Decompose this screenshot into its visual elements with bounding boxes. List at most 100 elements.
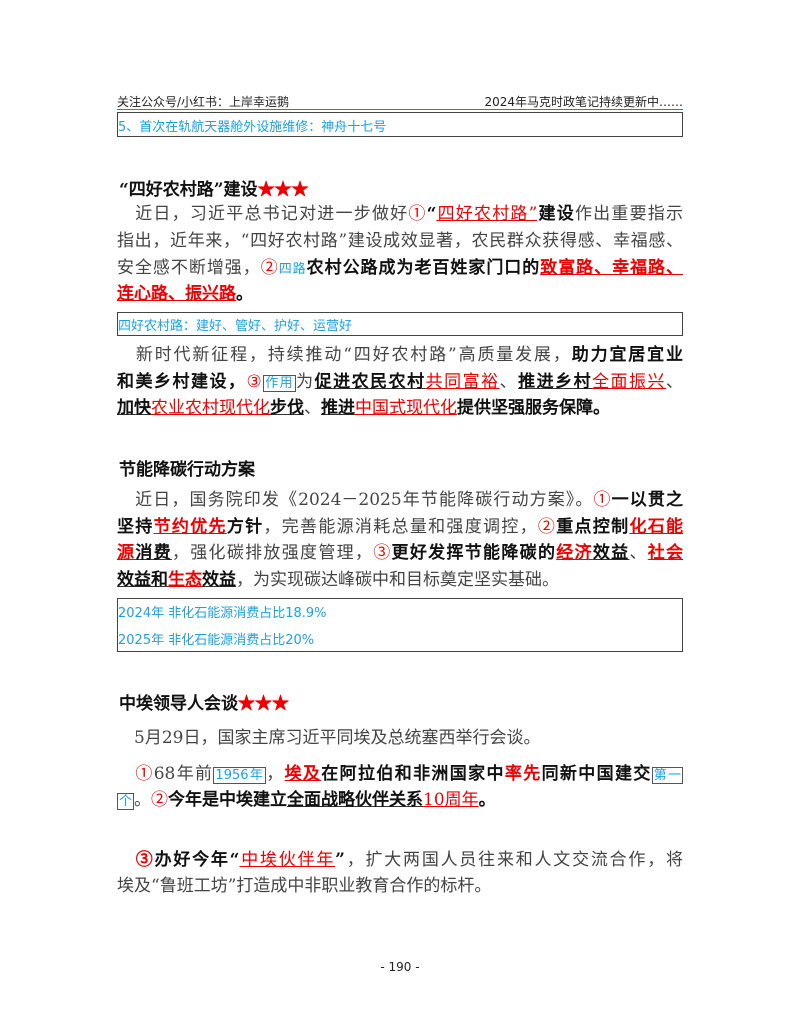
note-text: 四好农村路：建好、管好、护好、运营好	[118, 319, 353, 334]
paragraph-line: 效益和生态效益，为实现碳达峰碳中和目标奠定坚实基础。	[117, 569, 683, 591]
paragraph-line: 个。②今年是中埃建立全面战略伙伴关系10周年。	[117, 789, 683, 813]
text-segment: 推进	[321, 398, 355, 418]
note-box	[117, 312, 683, 336]
text-segment: 68年前	[153, 764, 214, 784]
text-segment: ，为实现碳达峰碳中和目标奠定坚实基础。	[236, 570, 559, 590]
text-segment: ，	[266, 764, 285, 784]
text-segment	[117, 850, 136, 870]
paragraph-line: 5月29日，国家主席习近平同埃及总统塞西举行会谈。	[117, 727, 683, 749]
text-segment: 5月29日，国家主席习近平同埃及总统塞西举行会谈。	[117, 728, 541, 748]
text-segment: 建设	[537, 204, 575, 224]
text-segment: 助力宜居宜业	[571, 345, 684, 365]
paragraph-line: 近日，习近平总书记对进一步做好①“四好农村路”建设作出重要指示	[117, 203, 683, 225]
text-segment: ③	[246, 372, 264, 392]
text-segment: ①	[135, 764, 154, 784]
text-segment: ”	[335, 850, 345, 870]
text-segment: 效益和	[117, 570, 168, 590]
annotation-note: 个	[117, 793, 135, 810]
note-text: 5、首次在轨航天器舱外设施维修：神舟十七号	[118, 120, 387, 135]
paragraph-line: 源消费，强化碳排放强度管理，③更好发挥节能降碳的经济效益、社会	[117, 542, 683, 564]
header-right: 2024年马克时政笔记持续更新中……	[484, 95, 683, 109]
text-segment: 农业农村现代化	[151, 398, 270, 418]
text-segment: ，强化碳排放强度管理，	[171, 543, 374, 563]
text-segment: ，完善能源消耗总量和强度调控，	[263, 517, 538, 537]
text-segment: 坚持	[117, 517, 154, 537]
text-segment: 、	[304, 398, 321, 418]
text-segment: 四好农村路”	[436, 204, 538, 224]
text-segment: 重点控制	[556, 517, 630, 537]
text-segment: 10周年	[423, 790, 479, 810]
note-text: 2025年 非化石能源消费占比20%	[118, 633, 315, 648]
text-segment: 推进乡村	[518, 372, 593, 392]
note-text: 2024年 非化石能源消费占比18.9%	[118, 606, 327, 621]
annotation-note: 第一	[651, 767, 684, 784]
note-box	[117, 112, 683, 137]
header-divider	[117, 109, 683, 110]
text-segment: ②	[260, 258, 279, 278]
stars-icon: ★★★	[257, 180, 309, 200]
text-segment: 社会	[647, 543, 684, 563]
text-segment: 加快	[117, 398, 151, 418]
text-segment: 提供坚强服务保障。	[457, 398, 610, 418]
paragraph-line: 安全感不断增强，②四路农村公路成为老百姓家门口的致富路、幸福路、	[117, 257, 683, 281]
text-segment: 方针	[226, 517, 264, 537]
text-segment: 在阿拉伯和非洲国家中	[321, 764, 505, 784]
text-segment: 更好发挥节能降碳的	[391, 543, 557, 563]
text-segment: ②	[537, 517, 557, 537]
text-segment: “	[426, 204, 437, 224]
paragraph-line: 埃及“鲁班工坊”打造成中非职业教育合作的标杆。	[117, 875, 683, 897]
text-segment: ③	[373, 543, 392, 563]
section-title: 中埃领导人会谈★★★	[119, 694, 289, 714]
text-segment: 致富路、幸福路、	[540, 258, 684, 278]
text-segment: 。	[478, 790, 496, 810]
text-segment: 。	[134, 790, 152, 810]
text-segment: 和美乡村建设，	[117, 372, 247, 392]
text-segment: 同新中国建交	[541, 764, 652, 784]
text-segment: 化石能	[629, 517, 684, 537]
paragraph-line: ③办好今年“中埃伙伴年”，扩大两国人员往来和人文交流合作，将	[117, 849, 683, 871]
text-segment: 。	[236, 284, 253, 304]
text-segment: 、	[499, 372, 519, 392]
text-segment: 近日，习近平总书记对进一步做好	[117, 204, 409, 224]
text-segment: 作出重要指示	[574, 204, 684, 224]
annotation-note: 四路	[278, 262, 307, 277]
text-segment: 节约优先	[153, 517, 227, 537]
text-segment: 中埃伙伴年	[239, 850, 336, 870]
text-segment: 今年是中埃建立	[168, 790, 288, 810]
text-segment: 为	[296, 372, 315, 392]
text-segment: 效益	[202, 570, 236, 590]
text-segment: 源	[117, 543, 136, 563]
text-segment: 步伐	[270, 398, 304, 418]
annotation-note: 作用	[263, 375, 297, 392]
text-segment: 中国式现代化	[355, 398, 457, 418]
paragraph-line: 近日，国务院印发《2024－2025年节能降碳行动方案》。①一以贯之	[117, 489, 683, 511]
text-segment: 效益	[592, 543, 630, 563]
annotation-note: 1956年	[213, 767, 267, 784]
text-segment: 生态	[168, 570, 202, 590]
page-number: - 190 -	[380, 960, 420, 974]
text-segment: ①	[593, 490, 612, 510]
text-segment: 经济	[556, 543, 593, 563]
text-segment: 新时代新征程，持续推动“四好农村路”高质量发展，	[117, 345, 572, 365]
stars-icon: ★★★	[238, 694, 289, 714]
text-segment: 埃及	[284, 764, 322, 784]
text-segment: ，扩大两国人员往来和人文交流合作，将	[344, 850, 683, 870]
paragraph-line: 指出，近年来，“四好农村路”建设成效显著，农民群众获得感、幸福感、	[117, 230, 683, 252]
text-segment: 全面振兴	[592, 372, 667, 392]
paragraph-line: 新时代新征程，持续推动“四好农村路”高质量发展，助力宜居宜业	[117, 344, 683, 366]
text-segment	[117, 764, 135, 784]
text-segment: ①	[408, 204, 427, 224]
text-segment: 安全感不断增强，	[117, 258, 261, 278]
text-segment: 指出，近年来，“四好农村路”建设成效显著，农民群众获得感、幸福感、	[117, 231, 683, 251]
text-segment: ③	[135, 850, 155, 870]
text-segment: 近日，国务院印发《2024－2025年节能降碳行动方案》。	[117, 490, 594, 510]
section-title: 节能降碳行动方案	[119, 460, 255, 480]
paragraph-line: 连心路、振兴路。	[117, 283, 683, 305]
text-segment: 共同富裕	[425, 372, 500, 392]
paragraph-line: 和美乡村建设，③ 作用 为促进农民农村共同富裕、推进乡村全面振兴、	[117, 371, 683, 395]
paragraph-line: 坚持节约优先方针，完善能源消耗总量和强度调控，②重点控制化石能	[117, 516, 683, 538]
text-segment: ②	[151, 790, 169, 810]
paragraph-line: ①68年前 1956年 ，埃及在阿拉伯和非洲国家中率先同新中国建交 第一	[117, 763, 684, 787]
text-segment: 、	[666, 372, 684, 392]
